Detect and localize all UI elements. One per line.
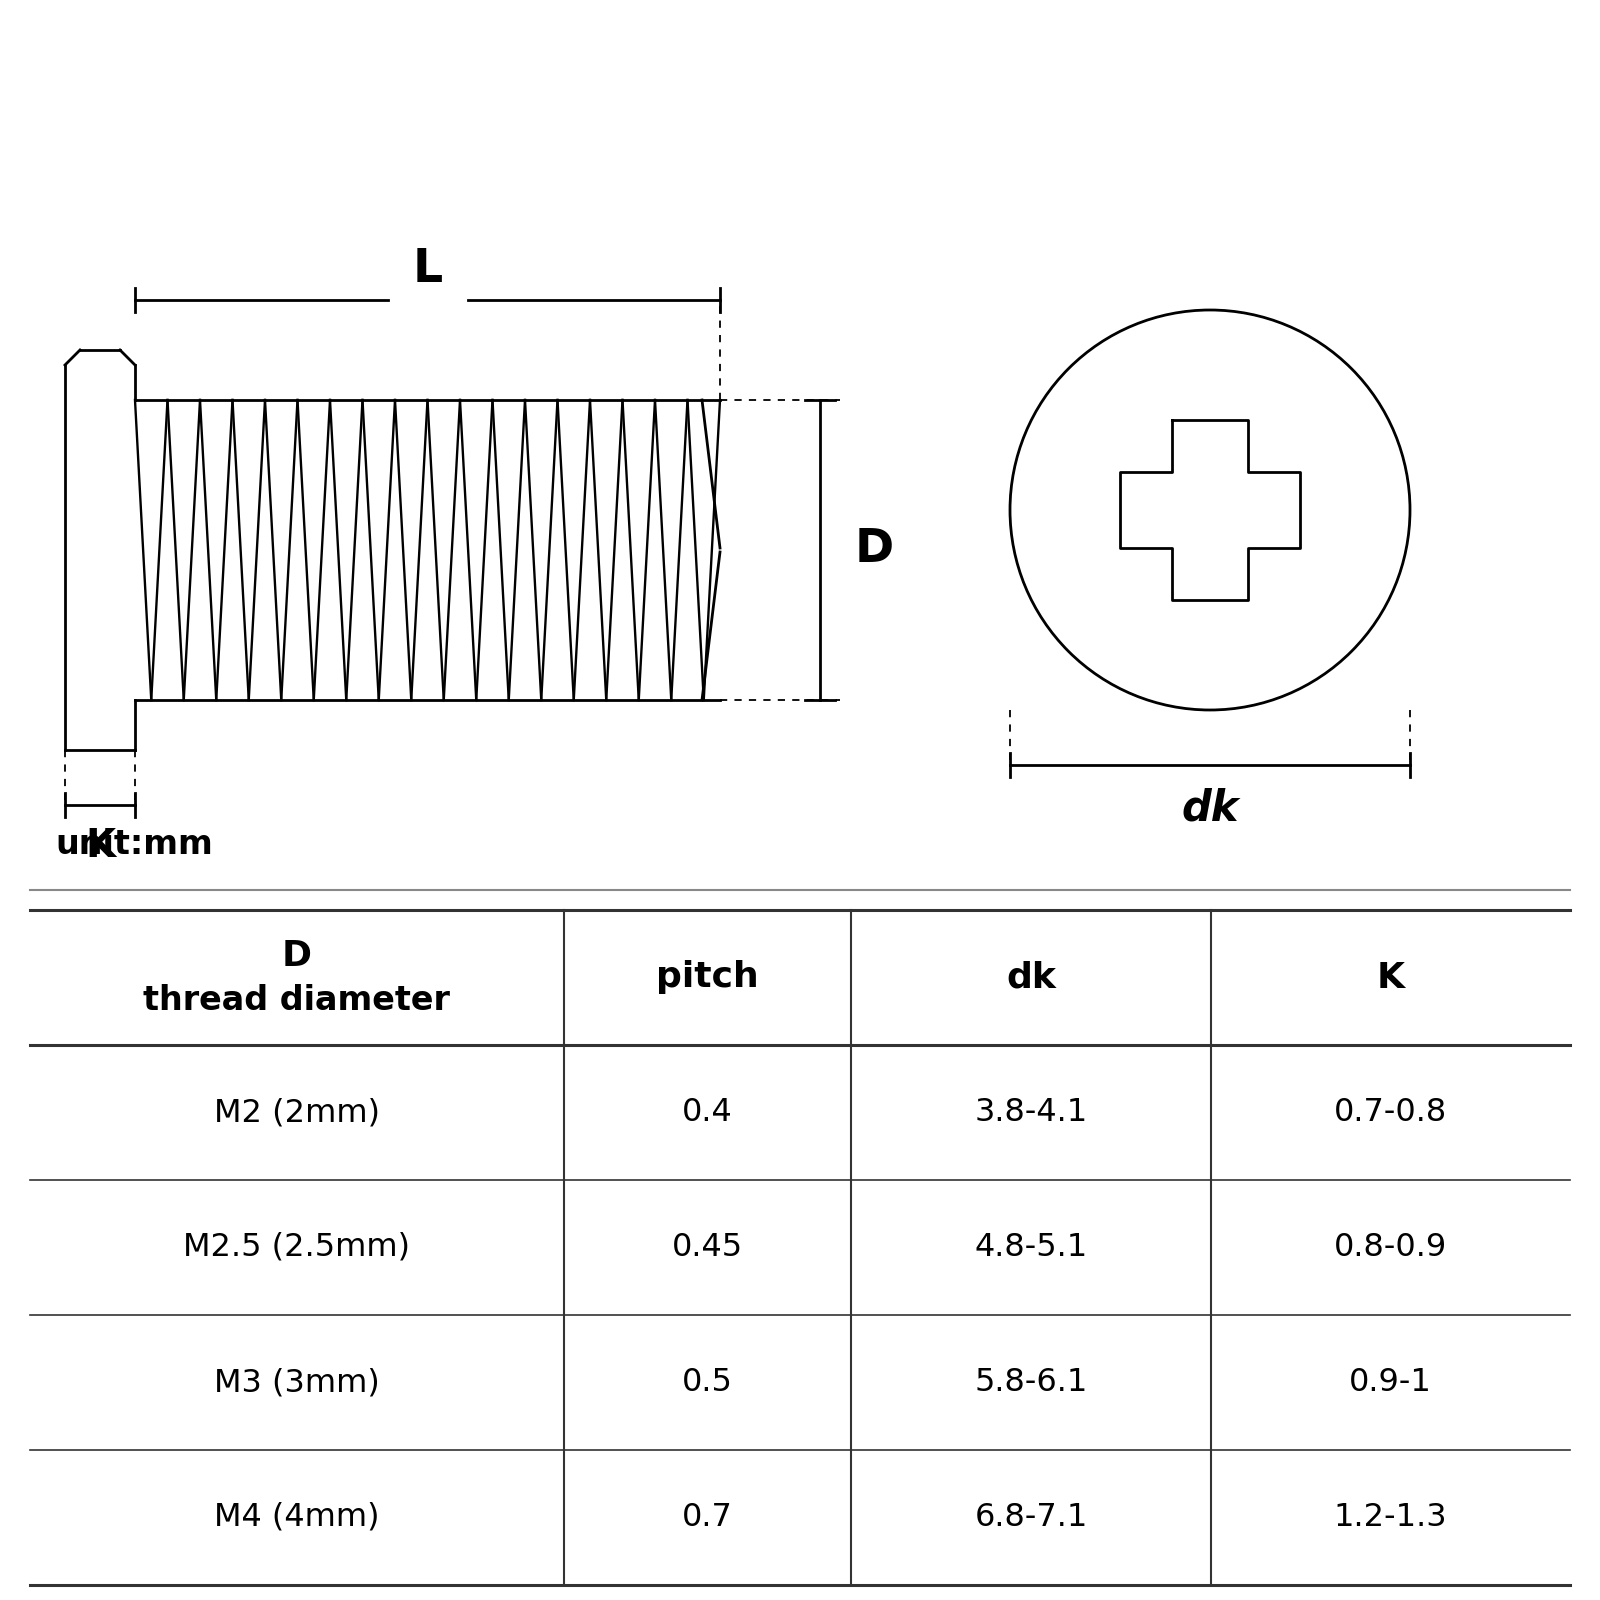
Text: M3 (3mm): M3 (3mm) — [214, 1366, 379, 1398]
Text: 0.5: 0.5 — [682, 1366, 733, 1398]
Text: unit:mm: unit:mm — [54, 829, 213, 861]
Text: dk: dk — [1006, 960, 1056, 995]
Text: 0.7: 0.7 — [682, 1502, 733, 1533]
Text: pitch: pitch — [656, 960, 758, 995]
Text: 6.8-7.1: 6.8-7.1 — [974, 1502, 1088, 1533]
Text: M4 (4mm): M4 (4mm) — [214, 1502, 379, 1533]
Text: 0.8-0.9: 0.8-0.9 — [1334, 1232, 1446, 1262]
Text: dk: dk — [1181, 787, 1238, 829]
Text: M2.5 (2.5mm): M2.5 (2.5mm) — [184, 1232, 411, 1262]
Text: D: D — [854, 528, 894, 573]
Text: K: K — [1376, 960, 1405, 995]
Text: 0.9-1: 0.9-1 — [1349, 1366, 1432, 1398]
Text: K: K — [85, 827, 115, 866]
Text: 0.45: 0.45 — [672, 1232, 742, 1262]
Text: 4.8-5.1: 4.8-5.1 — [974, 1232, 1088, 1262]
Text: M2 (2mm): M2 (2mm) — [214, 1098, 379, 1128]
Text: L: L — [413, 246, 443, 291]
Text: D: D — [282, 939, 312, 973]
Text: 0.7-0.8: 0.7-0.8 — [1334, 1098, 1446, 1128]
Text: 3.8-4.1: 3.8-4.1 — [974, 1098, 1088, 1128]
Text: 0.4: 0.4 — [682, 1098, 733, 1128]
Text: 1.2-1.3: 1.2-1.3 — [1333, 1502, 1446, 1533]
Text: thread diameter: thread diameter — [144, 984, 450, 1018]
Text: 5.8-6.1: 5.8-6.1 — [974, 1366, 1088, 1398]
